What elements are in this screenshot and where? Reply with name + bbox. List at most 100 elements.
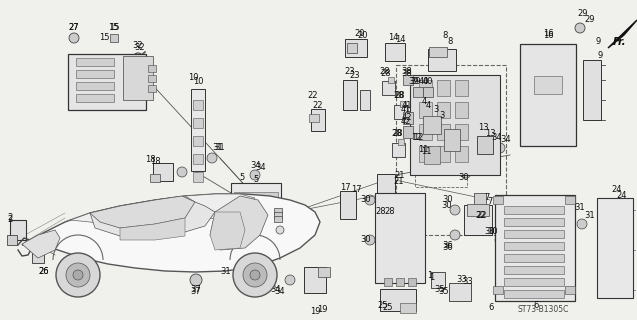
Bar [565, 286, 575, 294]
Bar [150, 174, 160, 182]
Bar [148, 84, 156, 92]
Bar [394, 105, 406, 119]
Text: 1: 1 [427, 271, 433, 281]
Bar [504, 242, 564, 250]
Bar [76, 58, 114, 66]
Text: 17: 17 [351, 186, 361, 195]
Text: 32: 32 [134, 43, 145, 52]
Text: 1: 1 [429, 274, 434, 283]
Text: 42: 42 [401, 117, 412, 126]
Polygon shape [608, 20, 637, 48]
Bar [423, 116, 441, 134]
Text: 31: 31 [215, 142, 225, 151]
Text: 23: 23 [350, 70, 361, 79]
Bar [403, 126, 413, 138]
Text: 31: 31 [213, 143, 224, 153]
Bar [504, 254, 564, 262]
Text: 22: 22 [308, 92, 318, 100]
Bar [384, 278, 392, 286]
Text: 13: 13 [478, 124, 489, 132]
Bar [474, 193, 486, 207]
Bar [382, 81, 394, 95]
Bar [419, 80, 431, 96]
Text: 34: 34 [492, 133, 503, 142]
Polygon shape [384, 200, 416, 236]
Bar [436, 80, 450, 96]
Bar [274, 208, 282, 214]
Circle shape [495, 235, 505, 245]
Text: 22: 22 [476, 211, 487, 220]
Text: 31: 31 [575, 203, 585, 212]
Bar [311, 109, 325, 131]
Bar [340, 191, 356, 219]
Text: 37: 37 [190, 287, 201, 297]
Text: 34: 34 [251, 161, 261, 170]
Text: 33: 33 [462, 277, 473, 286]
Text: 34: 34 [501, 135, 512, 145]
Text: 10: 10 [193, 77, 203, 86]
Text: 28: 28 [392, 129, 403, 138]
Polygon shape [120, 218, 185, 240]
Bar [413, 87, 423, 97]
Bar [464, 205, 492, 235]
Text: 3: 3 [440, 110, 445, 119]
Circle shape [250, 270, 260, 280]
Bar [392, 143, 404, 157]
Bar [431, 272, 445, 288]
Text: 2: 2 [8, 213, 13, 222]
Bar [343, 80, 357, 110]
Circle shape [276, 226, 284, 234]
Text: 28: 28 [395, 92, 405, 100]
Text: 13: 13 [485, 129, 496, 138]
Text: 14: 14 [388, 33, 398, 42]
Bar [436, 102, 450, 118]
Text: 15: 15 [99, 33, 110, 42]
Bar [396, 278, 404, 286]
Bar [274, 216, 282, 222]
Bar [419, 146, 431, 162]
Bar [318, 267, 330, 277]
Circle shape [56, 253, 100, 297]
Text: 9: 9 [596, 37, 601, 46]
Text: 26: 26 [39, 268, 49, 276]
Text: 21: 21 [395, 171, 405, 180]
Text: 30: 30 [361, 236, 371, 244]
Text: 15: 15 [108, 23, 118, 33]
Circle shape [575, 23, 585, 33]
Bar [76, 94, 114, 102]
Bar [408, 278, 416, 286]
Text: 24: 24 [617, 190, 627, 199]
Bar [493, 196, 503, 204]
Text: 37: 37 [190, 285, 201, 294]
Text: 18: 18 [145, 156, 155, 164]
Bar [583, 60, 601, 120]
Bar [193, 100, 203, 110]
Bar [123, 56, 153, 100]
Text: 34: 34 [275, 287, 285, 297]
Bar [428, 49, 456, 71]
Text: 12: 12 [411, 133, 421, 142]
Text: 2: 2 [8, 215, 13, 225]
Text: 31: 31 [585, 212, 596, 220]
Text: 39: 39 [411, 77, 421, 86]
Bar [398, 139, 404, 145]
Bar [504, 290, 564, 298]
Text: 30: 30 [488, 228, 498, 236]
Text: 6: 6 [533, 300, 539, 309]
Text: 35: 35 [439, 287, 449, 297]
Bar [424, 146, 440, 164]
Bar [504, 278, 564, 286]
Text: 38: 38 [401, 68, 412, 77]
Bar [32, 253, 44, 263]
Text: 41: 41 [401, 106, 412, 115]
Text: 21: 21 [394, 177, 404, 186]
Text: 42: 42 [402, 114, 412, 123]
Text: 38: 38 [401, 68, 412, 76]
Circle shape [450, 205, 460, 215]
Bar [419, 124, 431, 140]
Text: 40: 40 [423, 77, 433, 86]
Bar [400, 303, 416, 313]
Bar [429, 47, 447, 57]
Text: 30: 30 [443, 196, 454, 204]
Text: 27: 27 [69, 23, 80, 33]
